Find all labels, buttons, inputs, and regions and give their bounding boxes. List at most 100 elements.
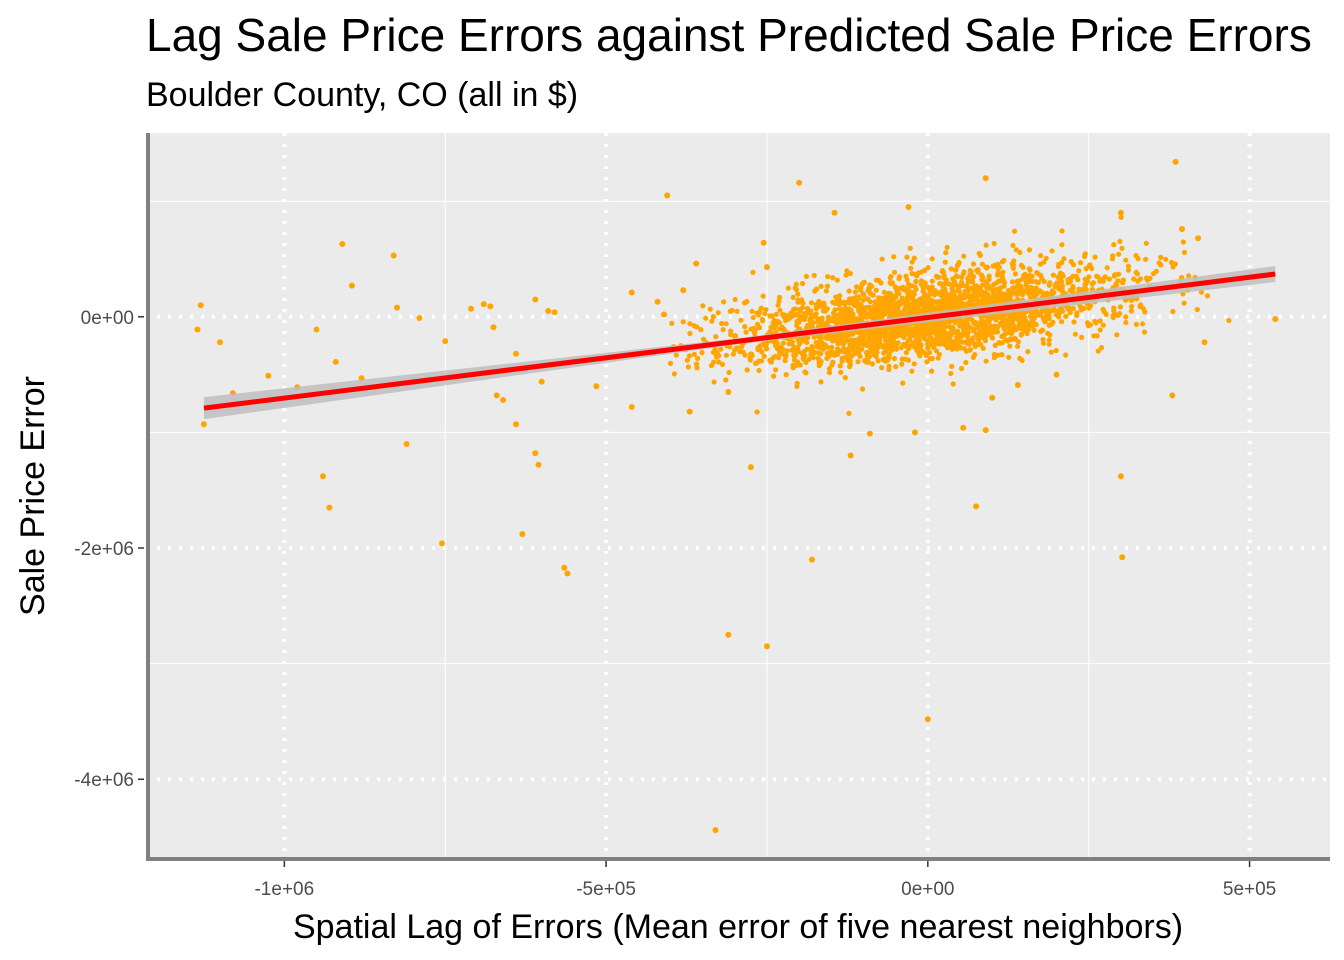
data-point (960, 424, 967, 431)
data-point (784, 348, 790, 354)
data-point (975, 286, 981, 293)
data-point (834, 277, 840, 283)
data-point (944, 306, 950, 312)
data-point (885, 338, 891, 344)
data-point (892, 284, 898, 290)
data-point (1067, 310, 1073, 316)
data-point (1198, 289, 1205, 295)
data-point (962, 294, 969, 300)
data-point (1089, 281, 1095, 287)
data-point (823, 334, 829, 340)
data-point (513, 421, 519, 428)
data-point (835, 340, 841, 346)
data-point (1086, 305, 1092, 311)
data-point (785, 285, 791, 291)
data-point (837, 293, 843, 299)
data-point (719, 361, 726, 367)
data-point (732, 347, 738, 353)
data-point (1143, 275, 1149, 281)
data-point (1059, 242, 1065, 248)
data-point (879, 365, 885, 371)
data-point (1106, 276, 1112, 282)
data-point (912, 304, 918, 310)
data-point (942, 259, 948, 265)
data-point (854, 284, 860, 290)
data-point (1129, 304, 1135, 310)
data-point (813, 286, 820, 292)
data-point (1059, 286, 1065, 292)
data-point (907, 306, 913, 312)
data-point (797, 308, 803, 314)
data-point (913, 329, 920, 335)
data-point (856, 307, 863, 313)
data-point (791, 352, 797, 358)
data-point (847, 452, 854, 459)
data-point (802, 369, 808, 375)
data-point (842, 375, 848, 381)
data-point (940, 269, 947, 275)
data-point (1063, 352, 1069, 358)
data-point (810, 313, 817, 319)
data-point (856, 295, 862, 301)
data-point (860, 290, 866, 296)
data-point (816, 356, 822, 362)
data-point (894, 340, 900, 346)
data-point (933, 348, 940, 354)
data-point (982, 338, 989, 344)
data-point (719, 320, 725, 327)
data-point (416, 315, 423, 321)
data-point (960, 339, 966, 345)
data-point (1100, 322, 1106, 328)
data-point (726, 369, 732, 376)
data-point (1025, 349, 1031, 355)
data-point (920, 285, 927, 291)
data-point (1170, 308, 1176, 315)
data-point (926, 308, 933, 314)
data-point (777, 307, 783, 313)
data-point (667, 360, 674, 366)
data-point (761, 353, 767, 359)
data-point (1038, 253, 1044, 259)
data-point (628, 289, 635, 296)
data-point (332, 358, 339, 365)
data-point (943, 250, 949, 256)
data-point (1078, 260, 1084, 266)
data-point (773, 367, 779, 373)
data-point (1026, 322, 1032, 328)
data-point (934, 332, 940, 338)
data-point (1070, 283, 1076, 290)
data-point (804, 339, 810, 345)
data-point (804, 346, 810, 352)
data-point (742, 324, 748, 330)
data-point (763, 307, 769, 313)
data-point (775, 302, 781, 308)
data-point (442, 338, 449, 345)
data-point (874, 341, 880, 347)
data-point (1095, 348, 1101, 354)
data-point (970, 261, 977, 267)
data-point (874, 346, 880, 352)
data-point (1039, 275, 1045, 282)
data-point (983, 358, 989, 364)
data-point (991, 323, 998, 329)
data-point (978, 292, 984, 298)
data-point (1133, 269, 1139, 275)
data-point (1117, 238, 1123, 244)
data-point (828, 335, 834, 341)
data-point (969, 279, 976, 285)
data-point (1125, 267, 1132, 273)
data-point (913, 278, 919, 284)
data-point (910, 340, 916, 346)
data-point (814, 343, 820, 349)
data-point (967, 267, 973, 274)
data-point (773, 353, 779, 359)
data-point (1024, 328, 1030, 334)
data-point (880, 313, 886, 319)
data-point (1143, 240, 1149, 246)
data-point (970, 335, 976, 341)
data-point (767, 313, 773, 319)
data-point (1033, 285, 1039, 291)
data-point (999, 333, 1005, 339)
data-point (1099, 345, 1105, 351)
data-point (888, 331, 894, 337)
